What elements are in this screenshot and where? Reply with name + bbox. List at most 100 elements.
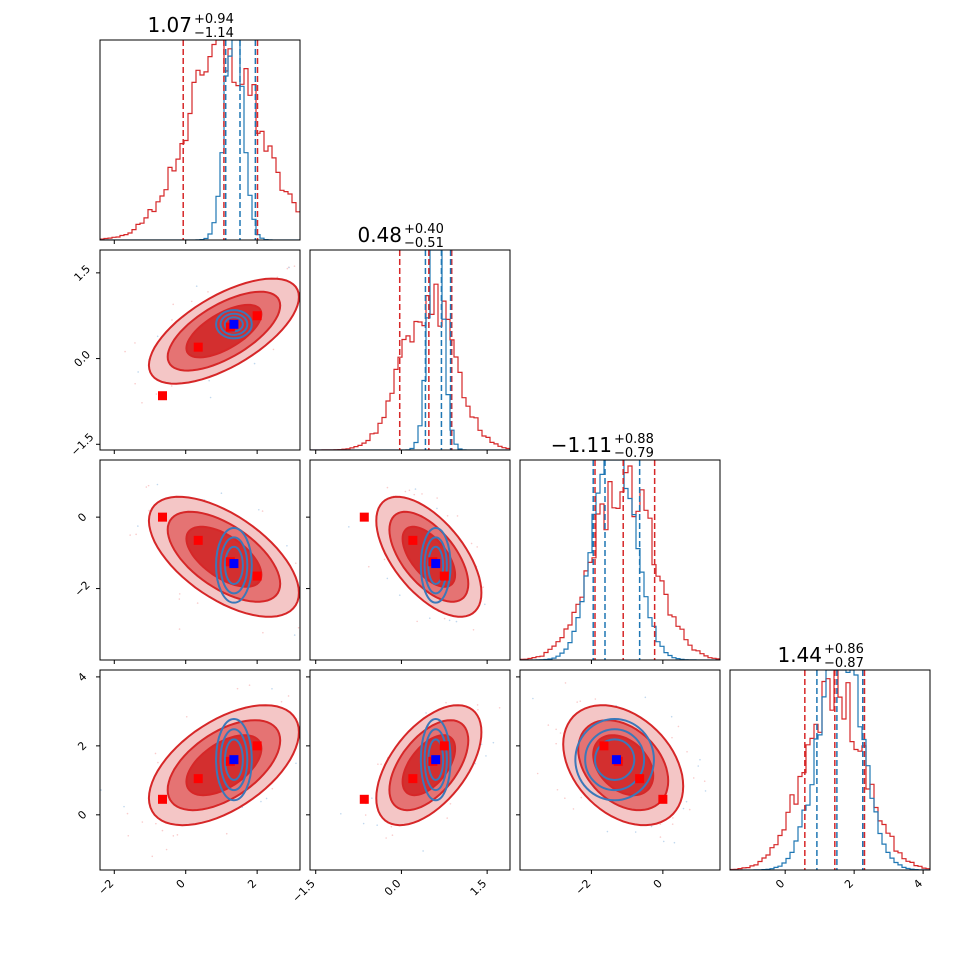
scatter-point — [134, 342, 136, 344]
blue-contour-1 — [594, 738, 636, 781]
title-plus-3: +0.86 — [824, 642, 864, 657]
scatter-point — [413, 493, 416, 496]
scatter-point — [147, 484, 150, 487]
title-median-2: −1.11 — [551, 433, 612, 457]
scatter-point — [492, 741, 495, 744]
scatter-point — [209, 396, 212, 399]
scatter-point — [348, 526, 350, 528]
scatter-point — [248, 684, 251, 686]
title-minus-3: −0.87 — [824, 656, 864, 671]
scatter-point — [391, 834, 394, 836]
scatter-point — [671, 736, 673, 739]
panel-3-1 — [309, 669, 511, 871]
scatter-point — [376, 824, 378, 826]
scatter-point — [606, 830, 609, 833]
x-tick-label: 0 — [651, 877, 665, 891]
true-value-marker — [229, 559, 239, 569]
scatter-point — [148, 509, 150, 512]
sample-marker — [408, 535, 418, 545]
scatter-point — [677, 725, 680, 728]
scatter-point — [425, 712, 427, 714]
scatter-point — [262, 631, 264, 634]
scatter-point — [280, 700, 283, 703]
scatter-point — [196, 602, 199, 604]
scatter-point — [367, 565, 370, 568]
scatter-point — [301, 605, 303, 607]
sample-marker — [439, 571, 449, 581]
scatter-point — [580, 796, 583, 799]
y-tick-label: 4 — [75, 670, 89, 684]
scatter-point — [156, 335, 159, 338]
scatter-point — [485, 755, 487, 757]
scatter-point — [446, 514, 449, 517]
histogram-blue — [100, 40, 300, 240]
panel-frame — [519, 669, 721, 871]
sample-marker — [408, 774, 418, 784]
scatter-point — [195, 285, 198, 287]
title-plus-0: +0.94 — [194, 12, 234, 27]
scatter-point — [261, 510, 264, 512]
scatter-point — [151, 855, 154, 858]
panel-3-2 — [519, 669, 721, 871]
scatter-point — [670, 715, 673, 718]
sample-marker — [193, 535, 203, 545]
scatter-point — [257, 508, 260, 511]
histogram-blue — [730, 670, 930, 870]
scatter-point — [155, 393, 158, 395]
scatter-point — [190, 300, 193, 303]
x-tick-label: 0 — [174, 877, 188, 891]
scatter-point — [157, 761, 159, 764]
scatter-point — [474, 762, 476, 765]
scatter-point — [154, 752, 157, 755]
y-tick-label: −1.5 — [68, 431, 96, 459]
scatter-point — [293, 634, 296, 636]
sample-marker — [252, 311, 262, 321]
scatter-point — [305, 298, 307, 300]
scatter-point — [170, 385, 173, 387]
scatter-point — [125, 881, 127, 883]
y-tick-label: 0 — [75, 510, 89, 524]
blue-contour-2 — [219, 312, 249, 336]
scatter-point — [236, 687, 239, 690]
sample-marker — [158, 512, 167, 522]
scatter-point — [470, 542, 473, 545]
scatter-point — [436, 497, 438, 499]
panel-frame — [519, 459, 721, 661]
histogram-panel-2: −1.11 +0.88−0.79 — [519, 432, 721, 661]
scatter-point — [456, 515, 459, 517]
scatter-point — [293, 265, 296, 267]
scatter-point — [555, 742, 557, 745]
scatter-point — [155, 822, 157, 825]
scatter-point — [272, 348, 275, 351]
scatter-point — [286, 267, 289, 270]
scatter-point — [703, 780, 706, 783]
scatter-point — [555, 728, 557, 731]
scatter-point — [135, 533, 137, 536]
scatter-point — [448, 619, 451, 622]
scatter-point — [482, 586, 484, 588]
scatter-point — [682, 807, 685, 810]
scatter-point — [359, 682, 361, 684]
scatter-point — [271, 688, 273, 690]
scatter-point — [165, 848, 168, 851]
scatter-point — [559, 732, 562, 734]
scatter-point — [644, 696, 647, 699]
scatter-point — [659, 823, 662, 825]
histogram-red — [310, 283, 510, 450]
scatter-point — [455, 620, 458, 623]
scatter-point — [659, 836, 662, 838]
title-minus-0: −1.14 — [194, 26, 234, 41]
blue-contour-3 — [574, 718, 655, 802]
scatter-point — [547, 724, 550, 726]
sample-marker — [252, 741, 262, 751]
scatter-point — [141, 401, 143, 404]
scatter-point — [383, 558, 386, 561]
histogram-red — [730, 670, 930, 870]
scatter-point — [476, 704, 479, 706]
scatter-point — [286, 544, 288, 547]
scatter-point — [178, 628, 181, 630]
scatter-point — [445, 701, 447, 704]
scatter-point — [362, 822, 365, 825]
histogram-red — [520, 465, 720, 660]
